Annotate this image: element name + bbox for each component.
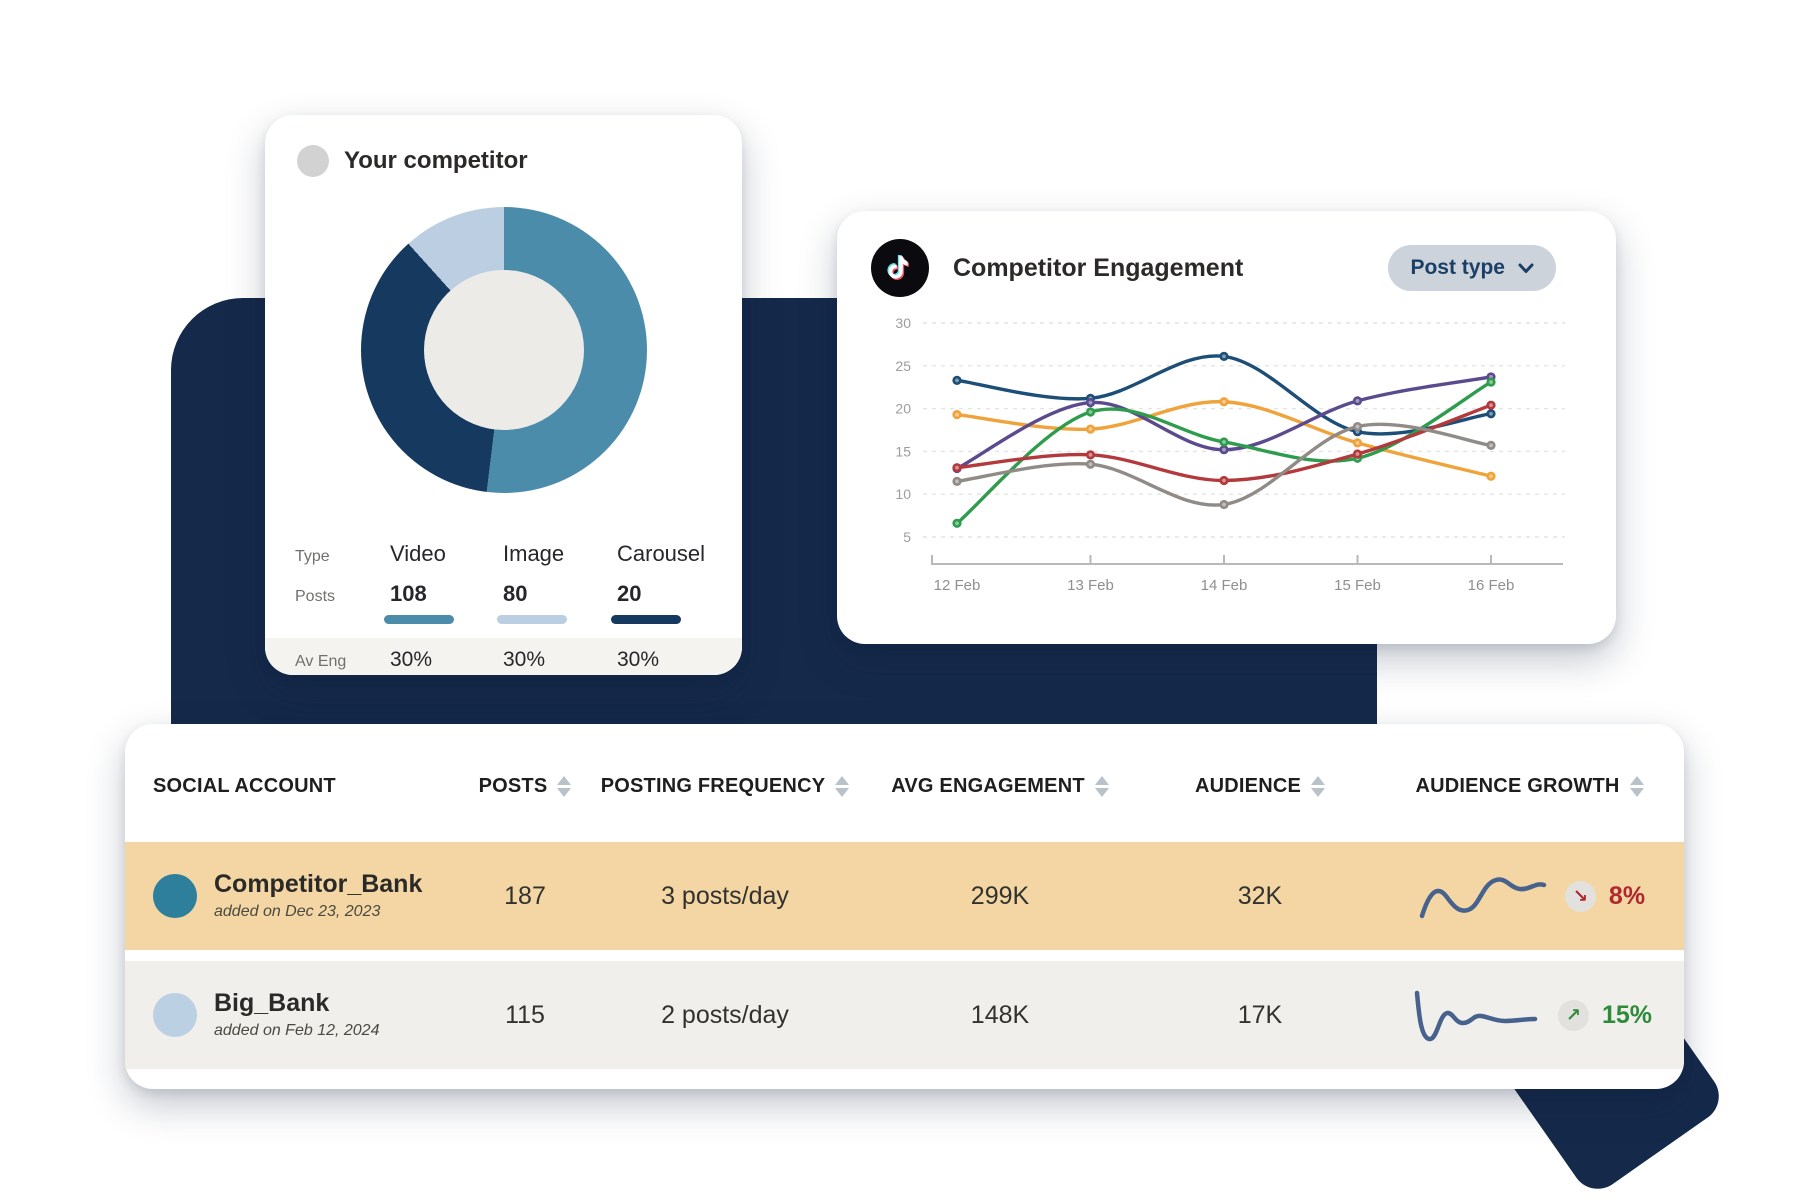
tiktok-icon — [871, 239, 929, 297]
column-header-avg-engagement[interactable]: AVG ENGAGEMENT — [855, 775, 1145, 798]
engagement-card-header: Competitor Engagement Post type — [837, 211, 1616, 297]
post-type-filter-button[interactable]: Post type — [1388, 245, 1556, 291]
sort-icon[interactable] — [1094, 775, 1109, 797]
carousel-underline-bar — [611, 615, 681, 624]
column-label: POSTING FREQUENCY — [600, 774, 826, 797]
svg-text:20: 20 — [895, 401, 911, 417]
column-header-audience[interactable]: AUDIENCE — [1145, 775, 1375, 798]
avg-engagement-value: 299K — [970, 881, 1030, 910]
account-avatar — [153, 874, 197, 918]
avg-eng-video: 30% — [390, 648, 433, 671]
avg-eng-row-label: Av Eng — [295, 653, 347, 670]
account-added-date: added on Feb 12, 2024 — [214, 1021, 380, 1039]
column-label: AUDIENCE GROWTH — [1415, 774, 1620, 797]
svg-text:12 Feb: 12 Feb — [934, 577, 981, 594]
svg-text:16 Feb: 16 Feb — [1468, 577, 1515, 594]
avg-engagement-value: 148K — [970, 1000, 1030, 1029]
competitor-engagement-card: Competitor Engagement Post type 30 25 20 15… — [837, 211, 1616, 644]
post-type-filter-label: Post type — [1410, 256, 1505, 279]
svg-text:25: 25 — [895, 358, 911, 374]
audience-value: 32K — [1237, 881, 1283, 910]
type-carousel: Carousel — [617, 541, 706, 566]
account-name: Competitor_Bank — [214, 870, 423, 899]
trend-up-icon: ↗ — [1557, 999, 1589, 1031]
svg-text:15: 15 — [895, 443, 911, 459]
column-header-posts[interactable]: POSTS — [455, 775, 595, 798]
audience-value: 17K — [1237, 1000, 1283, 1029]
type-row-label: Type — [295, 548, 330, 565]
column-header-audience-growth[interactable]: AUDIENCE GROWTH — [1375, 775, 1684, 798]
card-title: Competitor Engagement — [953, 253, 1244, 282]
column-label: POSTS — [478, 774, 548, 797]
growth-percentage: 8% — [1608, 881, 1646, 910]
sort-icon[interactable] — [1311, 775, 1326, 797]
posts-image: 80 — [503, 581, 528, 606]
column-label: AVG ENGAGEMENT — [891, 774, 1085, 797]
svg-text:5: 5 — [903, 529, 911, 545]
posts-video: 108 — [390, 581, 427, 606]
avg-eng-carousel: 30% — [617, 648, 660, 671]
posts-value: 115 — [505, 1000, 545, 1029]
sort-icon[interactable] — [557, 775, 572, 797]
posts-carousel: 20 — [617, 581, 642, 606]
svg-text:30: 30 — [895, 315, 911, 331]
column-header-social-account: SOCIAL ACCOUNT — [125, 775, 455, 798]
sort-icon[interactable] — [1629, 775, 1644, 797]
image-underline-bar — [497, 615, 567, 624]
post-type-stats: Type Video Image Carousel Posts 108 80 2… — [265, 541, 742, 675]
audience-growth-sparkline — [1414, 990, 1538, 1042]
column-label: SOCIAL ACCOUNT — [153, 774, 336, 797]
posts-row-label: Posts — [295, 588, 336, 605]
type-video: Video — [390, 541, 446, 566]
post-type-donut-chart — [360, 207, 647, 493]
column-header-posting-frequency[interactable]: POSTING FREQUENCY — [595, 775, 855, 798]
competitor-card-header: Your competitor — [297, 145, 742, 177]
sort-icon[interactable] — [835, 775, 850, 797]
video-underline-bar — [384, 615, 454, 624]
posting-frequency-value: 3 posts/day — [661, 881, 789, 910]
chevron-down-icon — [1518, 263, 1534, 273]
growth-percentage: 15% — [1601, 1000, 1653, 1029]
table-row-competitor-bank[interactable]: Competitor_Bank added on Dec 23, 2023 18… — [125, 842, 1684, 950]
avg-engagement-band: Av Eng 30% 30% 30% — [265, 638, 742, 675]
svg-text:15 Feb: 15 Feb — [1334, 577, 1381, 594]
svg-text:10: 10 — [895, 486, 911, 502]
svg-text:14 Feb: 14 Feb — [1201, 577, 1248, 594]
svg-text:13 Feb: 13 Feb — [1067, 577, 1114, 594]
table-header-row: SOCIAL ACCOUNT POSTS POSTING FREQUENCY A… — [125, 724, 1684, 842]
card-title: Your competitor — [344, 147, 528, 174]
donut-hole — [423, 270, 584, 430]
competitor-breakdown-card: Your competitor Type Video Image Carouse… — [265, 115, 742, 675]
audience-growth-sparkline — [1419, 877, 1547, 919]
account-added-date: added on Dec 23, 2023 — [214, 902, 381, 920]
posting-frequency-value: 2 posts/day — [661, 1000, 789, 1029]
competitor-avatar — [297, 145, 329, 177]
posts-value: 187 — [504, 881, 546, 910]
table-row-big-bank[interactable]: Big_Bank added on Feb 12, 2024 115 2 pos… — [125, 961, 1684, 1069]
account-avatar — [153, 993, 197, 1037]
accounts-table-card: SOCIAL ACCOUNT POSTS POSTING FREQUENCY A… — [125, 724, 1684, 1089]
avg-eng-image: 30% — [503, 648, 546, 671]
column-label: AUDIENCE — [1194, 774, 1302, 797]
type-image: Image — [503, 541, 565, 566]
trend-down-icon: ↘ — [1564, 880, 1596, 912]
account-name: Big_Bank — [214, 989, 330, 1018]
engagement-line-chart: 30 25 20 15 10 5 12 Feb 13 Feb 14 Feb 15 Feb 16 Fe… — [895, 315, 1565, 594]
